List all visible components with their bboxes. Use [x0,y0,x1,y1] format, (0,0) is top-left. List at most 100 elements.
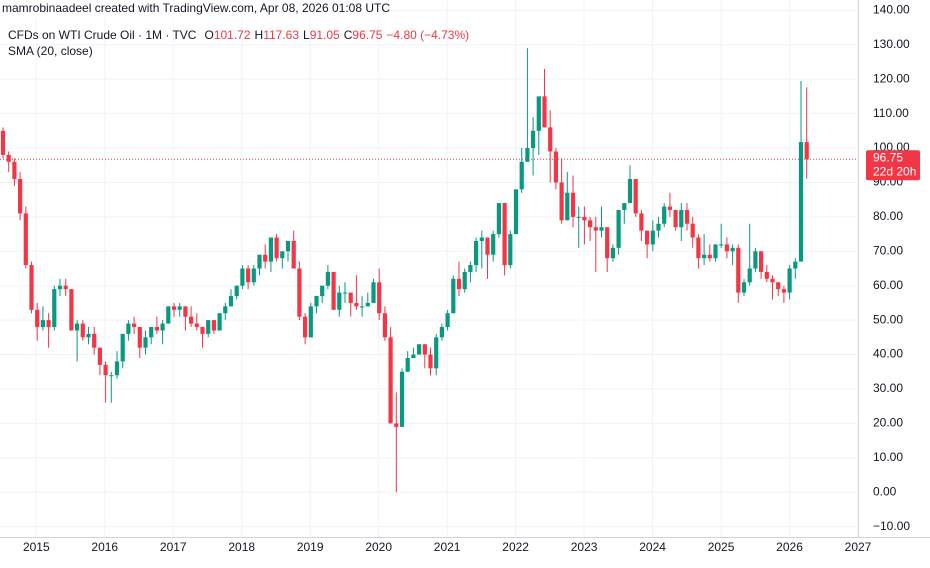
x-tick-label: 2025 [708,540,735,554]
indicator-legend: SMA (20, close) [8,44,93,58]
price-badge [866,150,920,181]
candle-body [713,244,718,259]
candle-body [798,142,804,262]
symbol: CFDs on WTI Crude Oil · 1M · TVC [8,28,197,42]
candle-body [747,268,752,283]
candle-body [804,142,809,160]
candle-body [662,206,667,224]
candle-body [474,240,479,266]
candle-body [502,203,507,266]
candle-body [542,96,547,128]
candle-body [114,361,120,376]
candle-body [6,154,11,162]
candle-body [103,364,108,376]
candle-body [570,192,576,217]
y-tick-label: 0.00 [873,484,897,498]
candle-body [303,316,308,338]
candle-body [428,354,433,369]
candle-body [753,251,758,269]
y-tick-label: 10.00 [873,450,903,464]
y-tick-label: 40.00 [873,347,903,361]
candle-body [417,344,422,355]
candle-body [308,306,313,338]
change: −4.80 (−4.73%) [386,28,469,42]
candle-body [46,320,51,328]
y-tick-label: 30.00 [873,381,903,395]
candle-body [206,320,211,334]
ohlc-label: C [344,28,353,42]
candle-body [29,265,34,310]
candle-body [92,333,97,348]
y-tick-label: −10.00 [873,519,910,533]
candle-body [257,254,262,269]
candle-body [388,337,393,424]
candle-body [57,285,63,290]
candle-body [736,247,741,293]
y-tick-label: 110.00 [873,106,909,120]
candle-body [616,209,621,248]
ohlc-label: H [255,28,264,42]
candle-body [263,254,268,262]
candle-body [171,306,177,310]
x-tick-label: 2018 [228,540,255,554]
candle-body [365,302,370,307]
candle-body [673,209,678,228]
candle-body [451,278,456,314]
candle-body [348,292,353,303]
candle-body [160,323,165,331]
price-axis [859,0,930,568]
candle-body [297,268,302,317]
x-tick-label: 2016 [91,540,118,554]
candle-body [86,333,91,338]
candle-body [679,209,684,228]
candle-body [143,337,148,348]
header-bg [0,0,390,18]
candle-body [360,306,365,308]
candle-body [200,327,205,334]
candle-body [776,282,781,290]
candle-body [770,278,775,283]
candle-body [223,306,228,314]
y-tick-label: 120.00 [873,71,910,85]
ohlc-value: 117.63 [263,28,299,42]
candle-body [325,271,330,286]
x-tick-label: 2015 [23,540,50,554]
candle-body [40,320,45,328]
candle-body [576,216,581,218]
candle-body [331,271,336,310]
countdown: 22d 20h [873,164,916,178]
candle-body [439,327,444,338]
candle-body [217,313,222,331]
candle-body [371,282,376,303]
candle-body [194,323,199,328]
candle-body [280,251,285,259]
candle-body [228,296,234,307]
candle-body [80,323,85,338]
candle-body [696,237,701,259]
ohlc-label: L [303,28,310,42]
candle-body [422,344,427,355]
x-tick-label: 2022 [502,540,529,554]
candle-body [485,237,490,255]
x-tick-label: 2021 [434,540,461,554]
candle-body [559,182,564,221]
candle-body [593,227,598,231]
candle-body [320,285,325,297]
candle-body [149,327,154,338]
candle-body [536,96,541,131]
candle-body [268,237,273,262]
candle-body [462,271,467,290]
candle-body [63,285,68,290]
candle-body [525,148,530,162]
candle-body [787,268,792,293]
candle-body [12,161,17,179]
candle-body [565,192,570,221]
candle-body [690,223,695,238]
x-tick-label: 2019 [297,540,324,554]
candle-body [354,302,359,307]
candle-body [650,230,655,245]
candle-body [189,316,194,324]
candle-body [0,130,6,155]
candle-body [18,179,23,214]
candle-body [337,292,342,310]
